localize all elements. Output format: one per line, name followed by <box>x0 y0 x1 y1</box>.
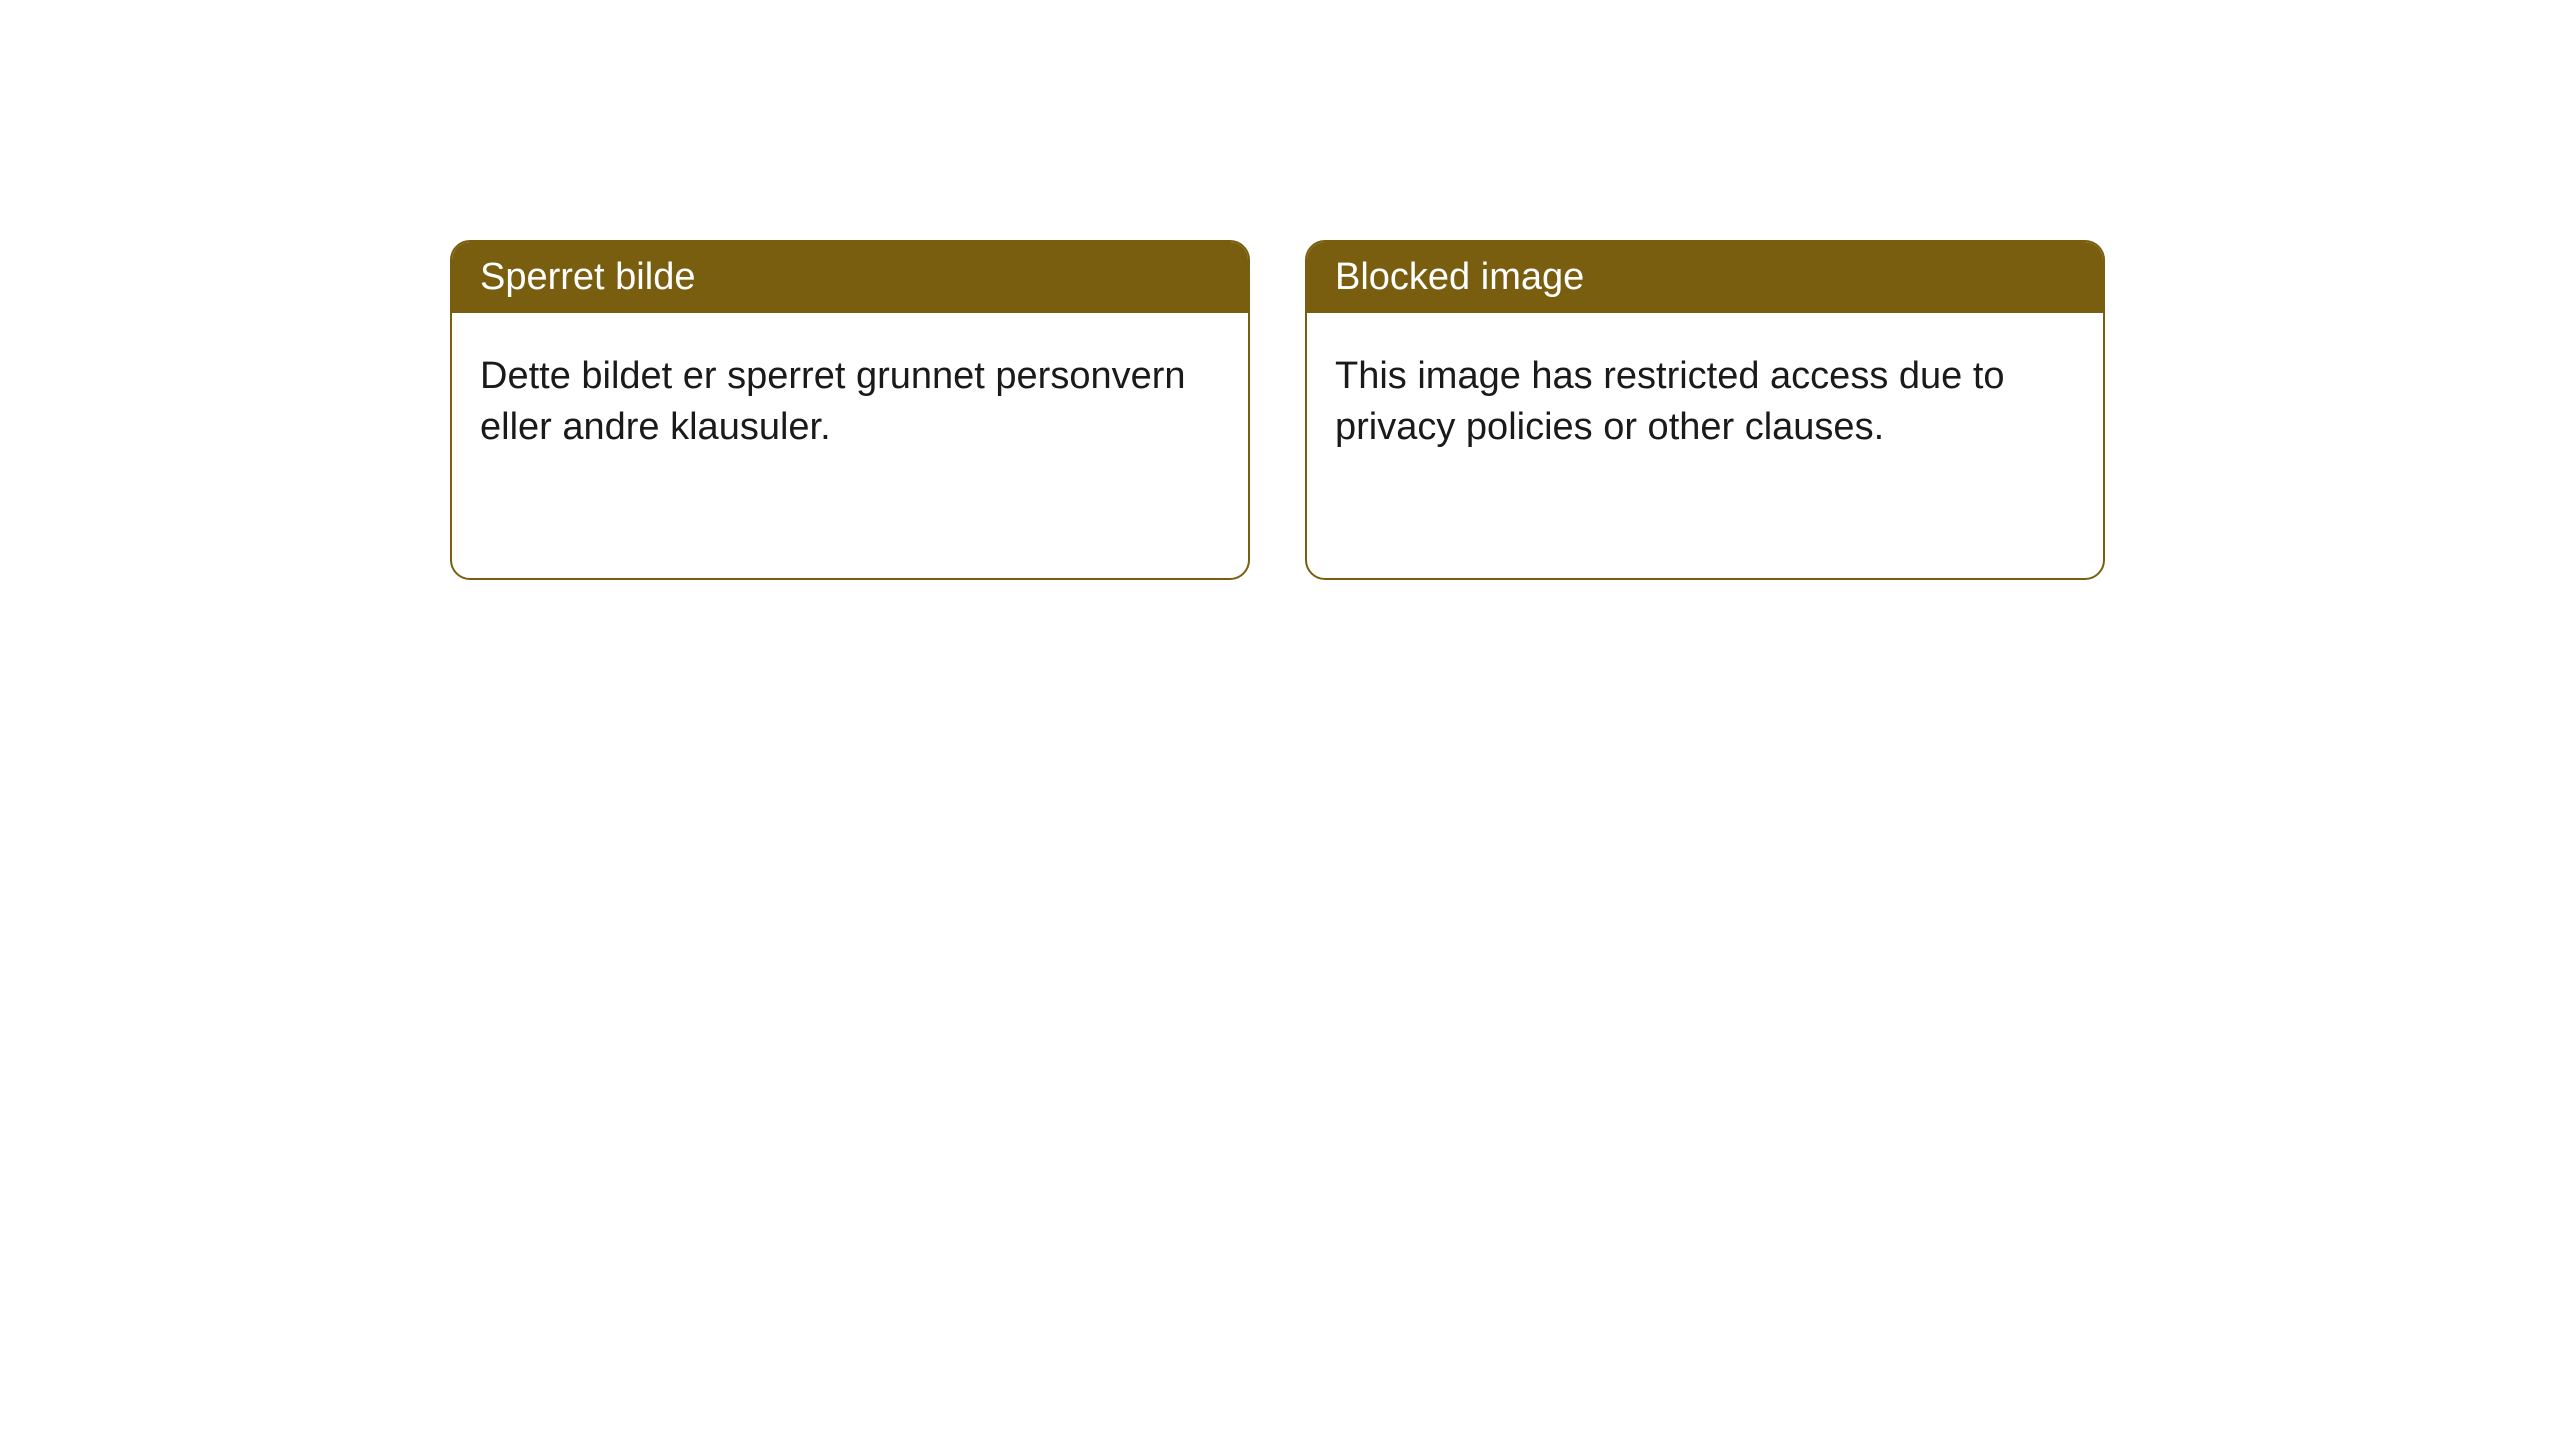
card-header-english: Blocked image <box>1307 242 2103 313</box>
card-body-english: This image has restricted access due to … <box>1307 313 2103 492</box>
card-norwegian: Sperret bilde Dette bildet er sperret gr… <box>450 240 1250 580</box>
card-english: Blocked image This image has restricted … <box>1305 240 2105 580</box>
card-header-norwegian: Sperret bilde <box>452 242 1248 313</box>
cards-container: Sperret bilde Dette bildet er sperret gr… <box>0 0 2560 580</box>
card-body-norwegian: Dette bildet er sperret grunnet personve… <box>452 313 1248 492</box>
